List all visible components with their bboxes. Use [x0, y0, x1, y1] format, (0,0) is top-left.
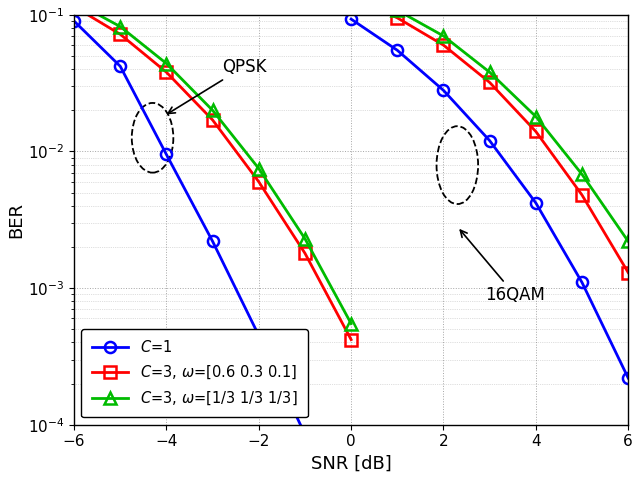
- X-axis label: SNR [dB]: SNR [dB]: [311, 455, 392, 473]
- Y-axis label: BER: BER: [7, 202, 25, 238]
- Text: 16QAM: 16QAM: [460, 230, 545, 304]
- Legend: $C$=1, $C$=3, $\omega$=[0.6 0.3 0.1], $C$=3, $\omega$=[1/3 1/3 1/3]: $C$=1, $C$=3, $\omega$=[0.6 0.3 0.1], $C…: [81, 329, 308, 418]
- Text: QPSK: QPSK: [168, 58, 266, 113]
